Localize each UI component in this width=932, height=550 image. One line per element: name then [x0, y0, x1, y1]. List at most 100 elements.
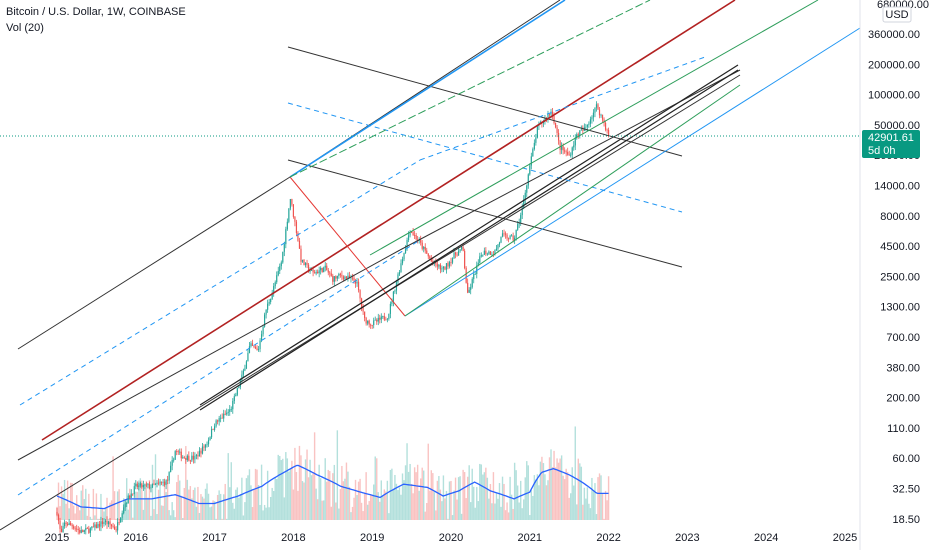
- volume-bar: [171, 502, 173, 520]
- volume-bar: [163, 481, 166, 520]
- candle-body: [236, 388, 238, 395]
- candle-body: [250, 343, 252, 347]
- candle-body: [473, 274, 475, 280]
- trend-line-lower[interactable]: [17, 249, 401, 461]
- green-upper-line[interactable]: [289, 0, 651, 178]
- volume-bar: [451, 515, 454, 520]
- volume-bar: [327, 469, 329, 520]
- volume-bar: [101, 509, 104, 520]
- trend-line-upper[interactable]: [17, 176, 291, 350]
- volume-bar: [345, 462, 348, 520]
- volume-legend[interactable]: Vol (20): [6, 22, 44, 34]
- volume-bar: [285, 452, 287, 520]
- candle-body: [464, 250, 466, 268]
- volume-bar: [192, 489, 195, 520]
- candle-body: [341, 274, 343, 277]
- volume-ma-line: [56, 464, 609, 510]
- candle-body: [280, 262, 282, 267]
- currency-badge[interactable]: USD: [882, 6, 912, 23]
- candle-body: [547, 114, 549, 120]
- green-lower-line[interactable]: [404, 84, 741, 317]
- support-line-b[interactable]: [199, 69, 739, 411]
- volume-bar: [130, 498, 132, 520]
- candle-body: [554, 122, 557, 128]
- volume-bar: [559, 458, 561, 520]
- candle-body: [501, 233, 504, 237]
- candle-body: [297, 232, 299, 241]
- dashed-blue-lower[interactable]: [17, 239, 421, 496]
- volume-bar: [391, 468, 393, 520]
- candle-body: [442, 266, 445, 269]
- dashed-blue-upper-ext[interactable]: [419, 56, 706, 161]
- candle-body: [154, 483, 157, 485]
- volume-bar: [65, 503, 67, 520]
- candle-body: [273, 286, 275, 293]
- trend-line-lower-ext[interactable]: [399, 69, 741, 251]
- blue-lower-line[interactable]: [404, 27, 861, 317]
- volume-bar: [389, 469, 392, 520]
- candle-body: [241, 374, 243, 381]
- price-axis[interactable]: 680000.00 360000.00 200000.00 100000.00 500…: [868, 0, 929, 526]
- volume-bar: [377, 492, 379, 520]
- volume-bar: [513, 462, 516, 520]
- candle-body: [315, 271, 317, 274]
- candle-body: [256, 348, 258, 350]
- candle-body: [91, 526, 93, 529]
- volume-bar: [115, 518, 117, 520]
- candle-body: [291, 199, 293, 205]
- candle-body: [76, 528, 78, 530]
- volume-bar: [209, 507, 211, 520]
- descending-dashed-line[interactable]: [287, 102, 683, 213]
- candle-body: [264, 314, 266, 327]
- candle-body: [339, 273, 341, 275]
- descending-line-bottom[interactable]: [287, 159, 683, 268]
- volume-bar: [413, 467, 416, 520]
- support-line-a[interactable]: [199, 64, 739, 406]
- candle-body: [207, 440, 210, 445]
- volume-bar: [129, 488, 131, 520]
- candle-body: [168, 472, 170, 481]
- volume-bar: [404, 465, 407, 520]
- price-axis-label-top: 680000.00: [877, 0, 929, 11]
- volume-bar: [426, 503, 428, 520]
- volume-bar: [312, 473, 314, 520]
- candle-body: [335, 276, 337, 279]
- volume-bar: [77, 506, 79, 520]
- volume-bar: [497, 498, 499, 520]
- volume-bar: [553, 450, 555, 520]
- currency-badge-label: USD: [885, 9, 908, 21]
- volume-bar: [310, 475, 313, 520]
- candle-body: [60, 528, 63, 533]
- green-middle-line[interactable]: [369, 0, 819, 256]
- candle-body: [480, 255, 482, 257]
- candle-body: [318, 270, 320, 274]
- volume-bar: [127, 509, 129, 520]
- candle-body: [592, 112, 595, 118]
- volume-bar: [563, 479, 566, 520]
- volume-bar: [465, 498, 467, 520]
- candle-body: [245, 361, 248, 369]
- volume-bar: [410, 483, 413, 520]
- candle-body: [367, 320, 369, 324]
- candle-body: [530, 156, 532, 166]
- volume-bar: [416, 464, 419, 520]
- candle-body: [253, 346, 255, 347]
- time-axis-label: 2016: [124, 532, 148, 544]
- candle-body: [327, 270, 329, 273]
- symbol-legend[interactable]: Bitcoin / U.S. Dollar, 1W, COINBASE: [6, 6, 186, 18]
- descending-line-top[interactable]: [287, 46, 683, 157]
- candle-body: [104, 520, 107, 523]
- time-axis[interactable]: 2015 2016 2017 2018 2019 2020 2021 2022 2023 2024…: [45, 532, 857, 544]
- red-drop-line[interactable]: [289, 176, 406, 317]
- red-channel-line[interactable]: [41, 0, 736, 441]
- blue-upper-line[interactable]: [289, 0, 566, 178]
- candle-body: [298, 240, 301, 249]
- volume-bar: [585, 498, 587, 520]
- candle-body: [521, 207, 523, 216]
- candle-body: [465, 267, 467, 283]
- candle-body: [354, 280, 357, 284]
- volume-bar: [339, 489, 342, 520]
- volume-bar: [106, 497, 108, 520]
- dashed-blue-upper[interactable]: [19, 159, 421, 406]
